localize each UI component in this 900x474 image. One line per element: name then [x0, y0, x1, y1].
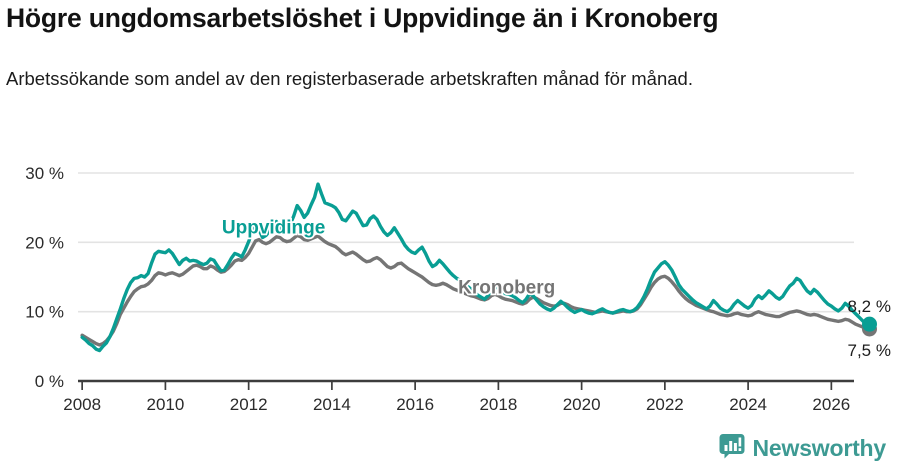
- series-line-uppvidinge: [80, 182, 872, 353]
- line-chart-svg: 0 % 10 % 20 % 30 % 2008 2010 2012 2014 2016 2018…: [25, 164, 891, 414]
- x-axis-tick-label: 2020: [563, 395, 601, 414]
- series-line-kronoberg: [80, 233, 872, 347]
- series-label-uppvidinge: Uppvidinge: [222, 217, 325, 238]
- x-axis-tick-label: 2010: [146, 395, 184, 414]
- x-axis-tick-label: 2016: [396, 395, 434, 414]
- series-annotations-group: Uppvidinge Kronoberg: [220, 216, 557, 301]
- y-axis-tick-label: 30 %: [25, 164, 64, 183]
- x-axis-tick-label: 2018: [479, 395, 517, 414]
- x-axis-ticks-group: [81, 381, 833, 390]
- y-axis-tick-label: 20 %: [25, 233, 64, 252]
- newsworthy-wordmark: Newsworthy: [752, 435, 887, 461]
- chart-bubble-icon: [719, 433, 745, 464]
- endpoint-label-uppvidinge: 8,2 %: [848, 297, 891, 316]
- x-axis-tick-label: 2024: [729, 395, 767, 414]
- y-axis-tick-label: 10 %: [25, 303, 64, 322]
- endpoint-dot-uppvidinge: [862, 316, 878, 332]
- y-axis-labels-group: 0 % 10 % 20 % 30 %: [25, 164, 64, 391]
- x-axis-tick-label: 2008: [63, 395, 101, 414]
- x-axis-tick-label: 2022: [646, 395, 684, 414]
- x-axis-tick-label: 2014: [313, 395, 351, 414]
- endpoint-label-kronoberg: 7,5 %: [848, 341, 891, 360]
- endpoint-value-labels-group: 8,2 % 7,5 %: [848, 297, 891, 360]
- newsworthy-logo[interactable]: Newsworthy: [719, 433, 886, 464]
- x-axis-tick-label: 2026: [812, 395, 850, 414]
- page-title: Högre ungdomsarbetslöshet i Uppvidinge ä…: [6, 3, 719, 33]
- x-axis-tick-label: 2012: [230, 395, 268, 414]
- chart-subtitle: Arbetssökande som andel av den registerb…: [6, 68, 693, 89]
- series-endpoints-group: [862, 316, 878, 337]
- y-axis-tick-label: 0 %: [35, 372, 64, 391]
- series-lines-group: [80, 182, 872, 353]
- series-label-kronoberg: Kronoberg: [458, 278, 555, 299]
- x-axis-labels-group: 2008 2010 2012 2014 2016 2018 2020 2022 2024 2026: [63, 395, 850, 414]
